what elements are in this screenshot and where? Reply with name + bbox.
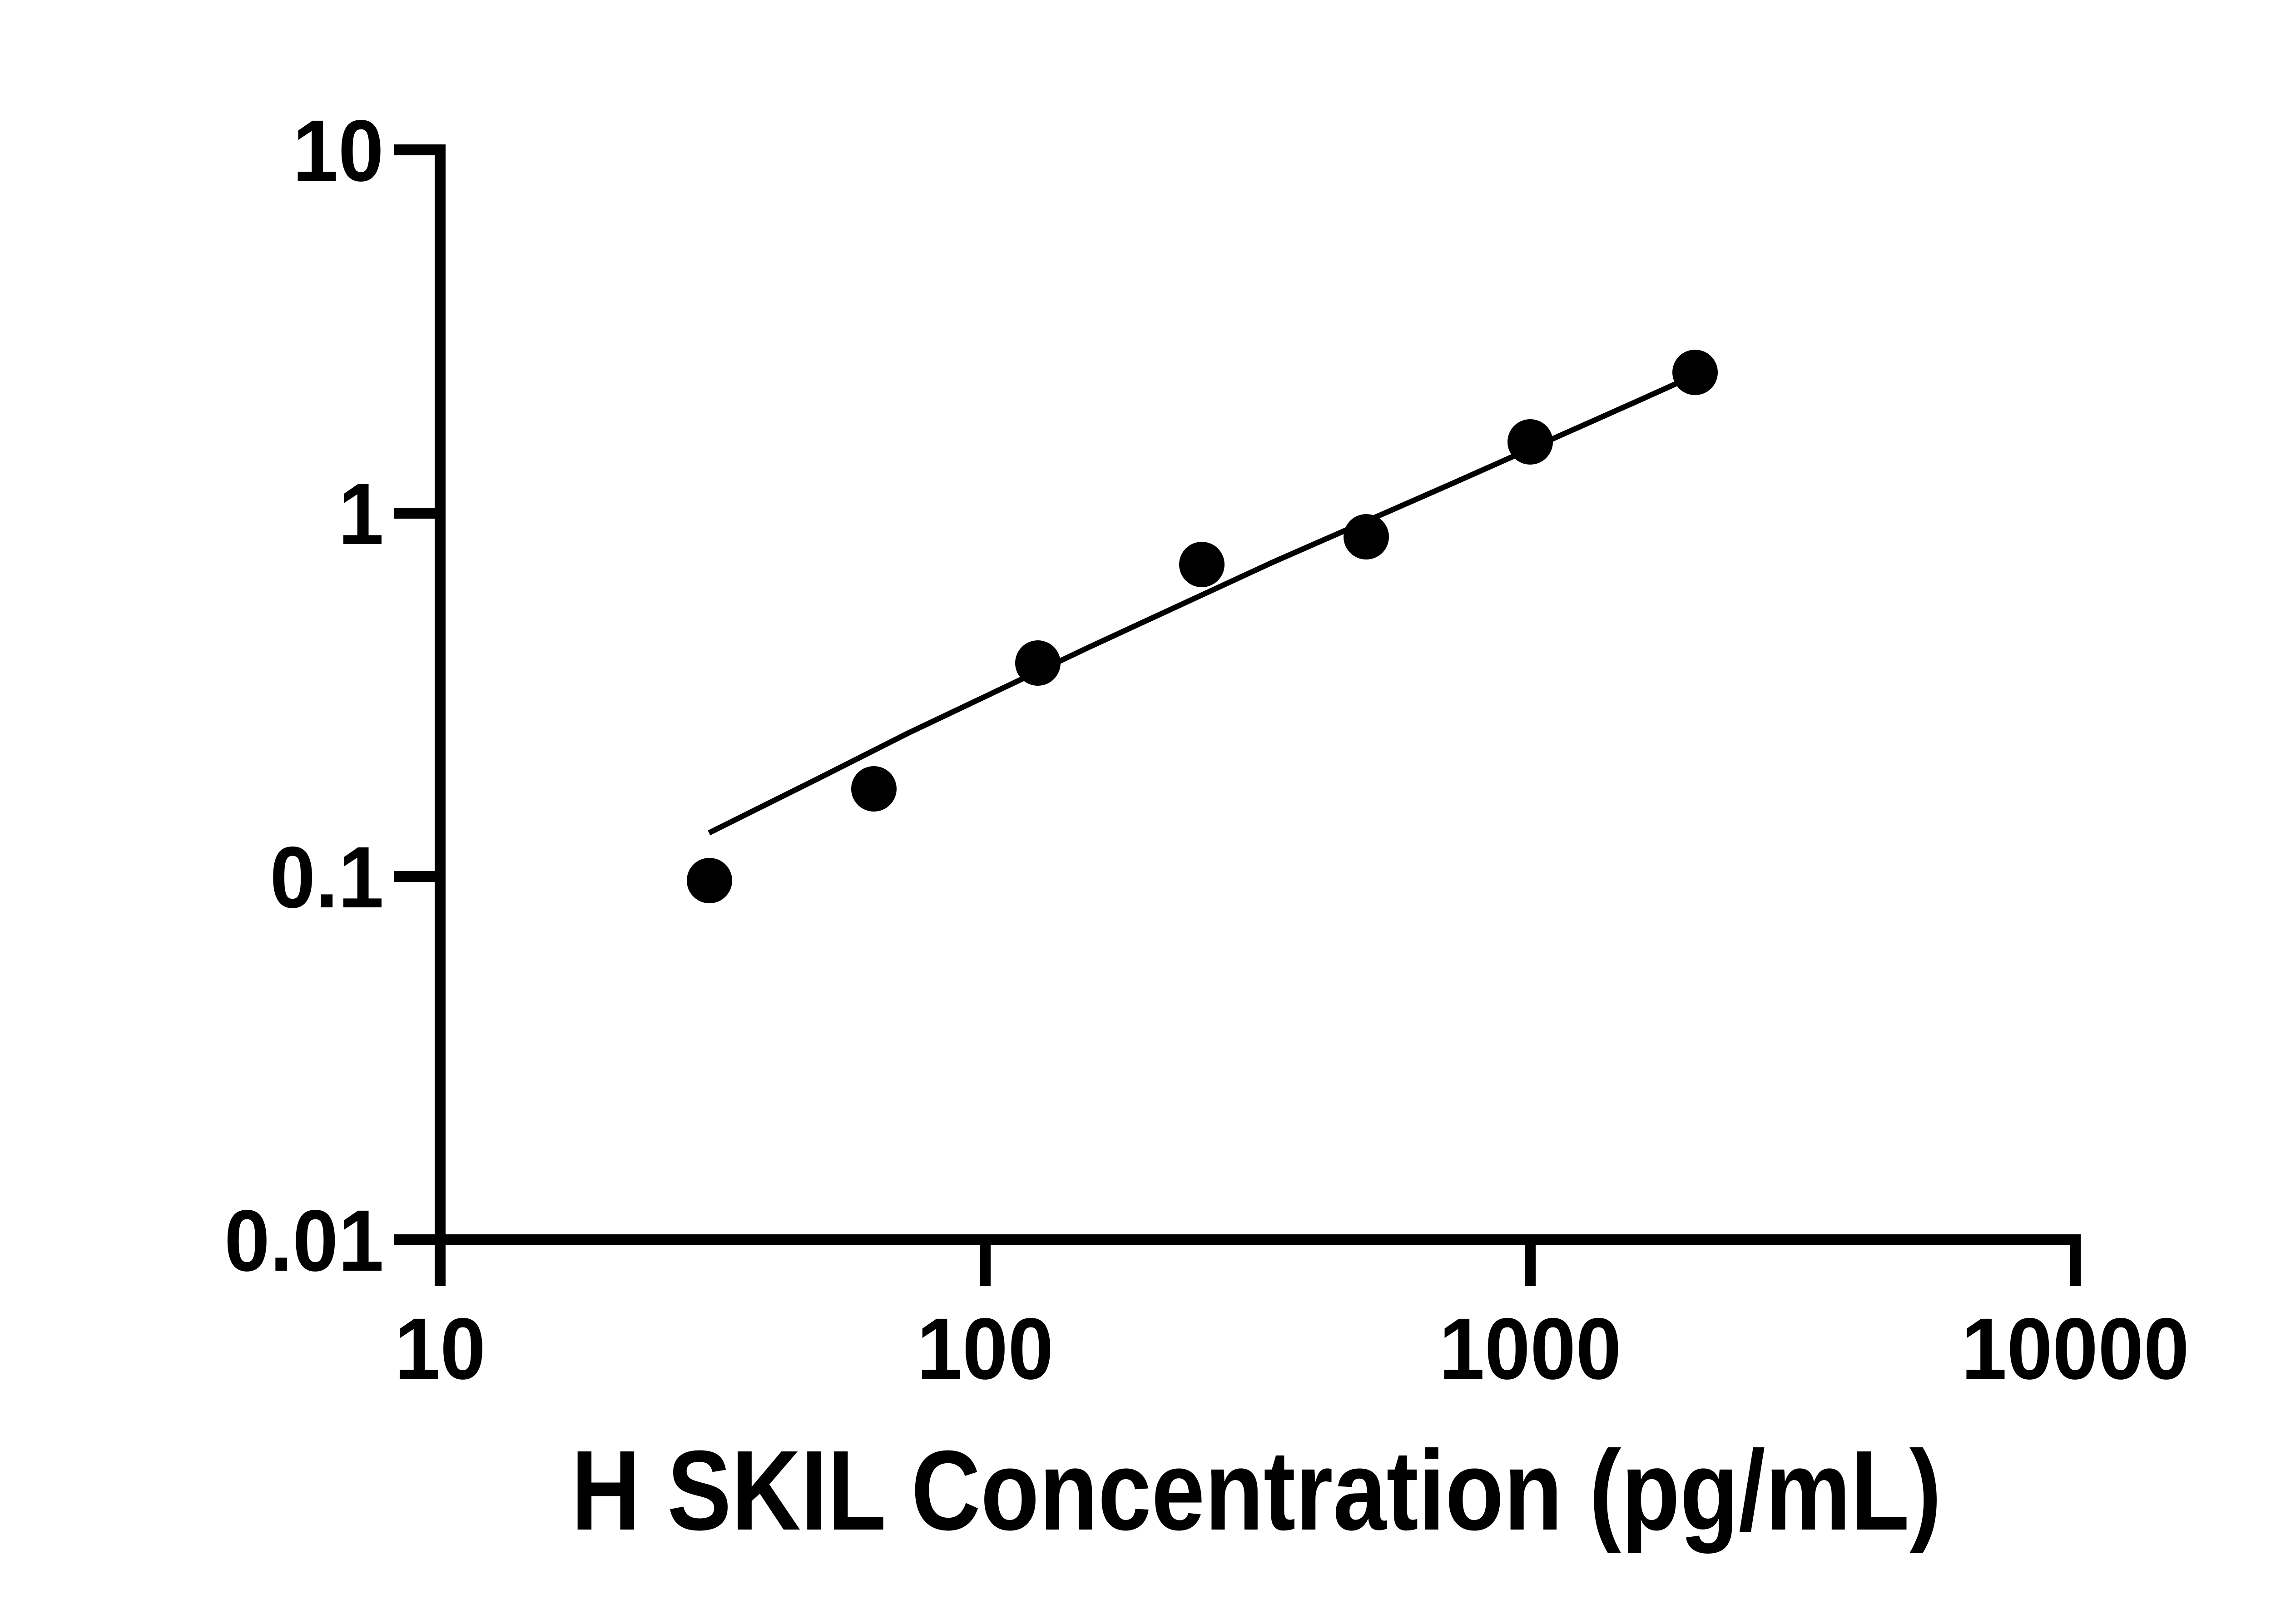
svg-text:10000: 10000 xyxy=(1961,1300,2189,1397)
svg-text:0.01: 0.01 xyxy=(224,1192,384,1289)
svg-text:1: 1 xyxy=(338,465,384,563)
svg-text:1000: 1000 xyxy=(1439,1300,1621,1397)
svg-text:0.1: 0.1 xyxy=(270,829,384,926)
svg-text:H SKIL Concentration (pg/mL): H SKIL Concentration (pg/mL) xyxy=(571,1427,1942,1554)
svg-text:10: 10 xyxy=(395,1300,486,1397)
svg-text:10: 10 xyxy=(293,102,384,199)
svg-text:100: 100 xyxy=(917,1300,1053,1397)
